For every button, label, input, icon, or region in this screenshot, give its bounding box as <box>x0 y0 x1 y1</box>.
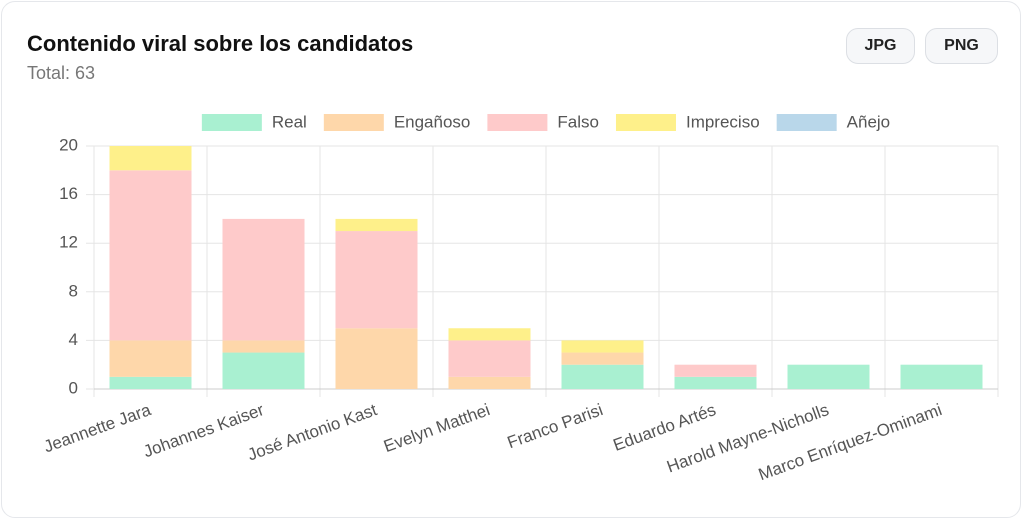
bar-segment <box>561 364 644 389</box>
bar-segment <box>109 146 192 171</box>
bar-segment <box>448 340 531 377</box>
y-tick-label: 16 <box>59 184 78 203</box>
bar-segment <box>109 170 192 341</box>
bar-segment <box>335 218 418 232</box>
subtitle: Total: 63 <box>27 63 95 83</box>
bar-segment <box>448 376 531 389</box>
legend-label: Falso <box>557 112 599 131</box>
legend-swatch <box>323 114 384 131</box>
x-tick-label: José Antonio Kast <box>245 400 380 464</box>
jpg-button[interactable]: JPG <box>846 28 915 64</box>
legend-swatch <box>776 114 837 131</box>
bar-segment <box>561 340 644 353</box>
y-tick-label: 20 <box>59 135 78 154</box>
bar-segment <box>222 352 305 389</box>
bar-segment <box>109 376 192 389</box>
bar-segment <box>222 340 305 353</box>
bar-segment <box>900 364 983 389</box>
x-tick-label: Evelyn Matthei <box>381 400 492 456</box>
legend-swatch <box>615 114 676 131</box>
bar-segment <box>335 328 418 389</box>
legend-label: Engañoso <box>394 112 471 131</box>
png-button[interactable]: PNG <box>925 28 998 64</box>
y-tick-label: 4 <box>69 330 78 349</box>
legend-swatch <box>201 114 262 131</box>
y-tick-label: 8 <box>69 281 78 300</box>
bar-segment <box>561 352 644 365</box>
x-tick-label: Jeannette Jara <box>41 400 154 457</box>
x-tick-label: Franco Parisi <box>505 400 606 452</box>
legend-label: Real <box>272 112 307 131</box>
bar-segment <box>674 376 757 389</box>
legend-swatch <box>487 114 548 131</box>
bar-segment <box>787 364 870 389</box>
x-tick-label: Marco Enríquez-Ominami <box>756 400 944 484</box>
chart-title: Contenido viral sobre los candidatos <box>27 31 413 56</box>
bar-segment <box>109 340 192 377</box>
legend-label: Impreciso <box>686 112 760 131</box>
bar-segment <box>335 231 418 329</box>
y-tick-label: 0 <box>69 378 78 397</box>
y-tick-label: 12 <box>59 233 78 252</box>
legend-label: Añejo <box>847 112 890 131</box>
bar-segment <box>448 328 531 341</box>
bar-segment <box>674 364 757 377</box>
bar-segment <box>222 218 305 341</box>
